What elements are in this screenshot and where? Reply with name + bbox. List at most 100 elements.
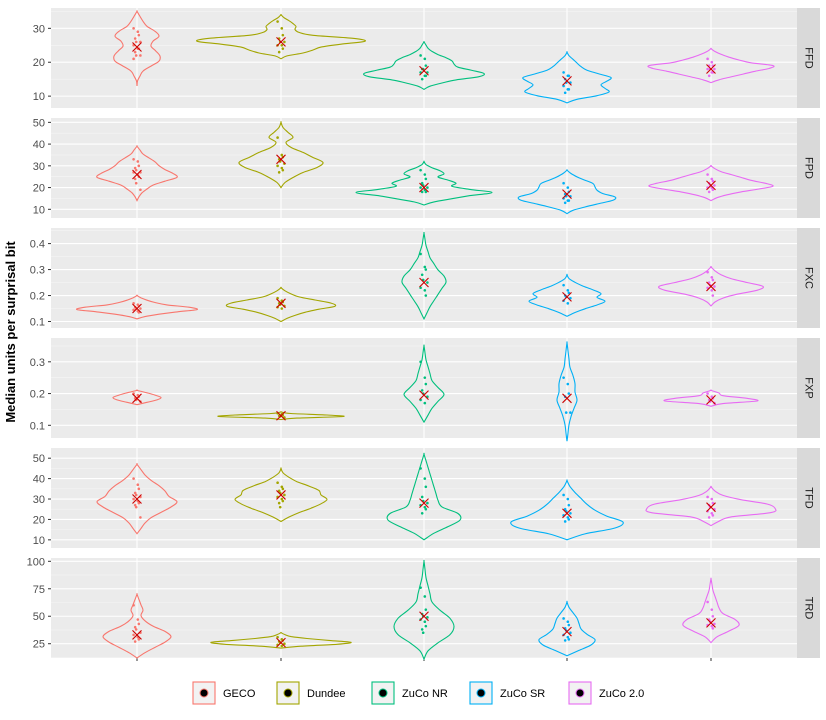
violin-geco (102, 593, 172, 659)
data-point (706, 67, 709, 71)
mean-marker (562, 291, 572, 302)
data-point (139, 188, 142, 192)
violin-outline (528, 273, 606, 317)
data-point (132, 27, 135, 30)
violin-zuco-sr (522, 51, 612, 104)
data-point (423, 595, 427, 598)
data-point (567, 623, 571, 627)
data-point (280, 166, 284, 170)
data-point (711, 188, 715, 192)
data-point (420, 389, 424, 392)
panel-fxc: 0.1 0.2 0.3 0.4 FXC (30, 228, 820, 329)
facet-label: FFD (803, 47, 815, 68)
data-point (424, 190, 428, 194)
facet-strip (797, 338, 820, 438)
data-point (562, 617, 565, 620)
data-point (280, 485, 284, 489)
data-point (283, 493, 286, 497)
data-point (134, 54, 138, 57)
data-point (423, 477, 427, 480)
data-point (711, 501, 715, 505)
data-point (136, 483, 140, 487)
y-tick-label: 0.1 (30, 317, 45, 329)
data-point (134, 181, 138, 185)
violin-outline (217, 411, 345, 421)
data-point (569, 411, 572, 414)
data-point (132, 633, 135, 637)
data-point (567, 503, 571, 507)
y-tick-label: 0.2 (30, 291, 45, 303)
mean-marker (276, 37, 286, 47)
violin-outline (96, 145, 178, 202)
violin-outline (393, 559, 455, 661)
y-tick-label: 40 (33, 474, 45, 486)
data-point (139, 54, 142, 57)
data-point (567, 638, 571, 641)
data-point (423, 265, 427, 269)
legend-label: ZuCo SR (500, 688, 545, 700)
legend-item-zuco-nr: ZuCo NR (371, 681, 448, 705)
data-point (281, 487, 285, 491)
legend-label: ZuCo NR (402, 688, 448, 700)
data-point (424, 294, 428, 297)
mean-marker (276, 490, 286, 500)
data-point (567, 392, 571, 395)
violin-outline (556, 341, 578, 442)
data-point (137, 501, 141, 505)
data-point (424, 74, 428, 78)
data-point (424, 485, 428, 489)
data-point (420, 273, 424, 277)
violin-zuco-2-0 (682, 577, 740, 644)
data-point (710, 624, 714, 628)
violin-geco (96, 145, 178, 202)
data-point (280, 307, 284, 310)
data-point (420, 77, 424, 81)
data-point (277, 50, 281, 54)
data-point (563, 520, 567, 523)
facet-strip (797, 558, 820, 658)
data-point (132, 308, 135, 312)
data-point (424, 507, 428, 511)
data-point (420, 512, 424, 515)
y-tick-label: 40 (33, 139, 45, 151)
legend-item-zuco-2-0: ZuCo 2.0 (568, 681, 644, 705)
mean-marker (419, 277, 429, 288)
data-point (134, 493, 138, 497)
data-point (134, 168, 138, 172)
data-point (563, 507, 567, 511)
data-point (276, 481, 279, 484)
data-point (133, 37, 137, 40)
data-point (562, 283, 565, 287)
data-point (137, 33, 141, 37)
data-point (276, 136, 279, 139)
y-tick-label: 0.2 (30, 389, 45, 401)
data-point (137, 164, 141, 168)
facet-strip (797, 8, 820, 108)
violin-outline (517, 169, 617, 215)
violin-outline (196, 13, 366, 60)
facet-label: FXC (803, 267, 815, 289)
y-tick-label: 20 (33, 183, 45, 195)
data-point (420, 181, 424, 185)
data-point (566, 620, 570, 624)
violin-outline (112, 389, 162, 406)
violin-zuco-2-0 (658, 265, 764, 307)
y-tick-label: 50 (33, 117, 45, 129)
data-point (567, 518, 571, 521)
data-point (136, 30, 140, 34)
data-point (706, 57, 709, 61)
data-point (710, 497, 714, 501)
mean-marker (276, 410, 286, 421)
data-point (420, 628, 424, 631)
mean-marker (419, 390, 429, 401)
data-point (423, 620, 427, 624)
data-point (423, 173, 427, 176)
data-point (280, 43, 284, 47)
panel-fpd: 10 20 30 40 50 FPD (33, 117, 820, 218)
data-point (707, 74, 711, 78)
mean-marker (562, 626, 572, 637)
legend-label: GECO (223, 688, 256, 700)
data-point (424, 624, 428, 628)
legend-key-dot (199, 688, 209, 698)
violin-zuco-sr (517, 169, 617, 215)
